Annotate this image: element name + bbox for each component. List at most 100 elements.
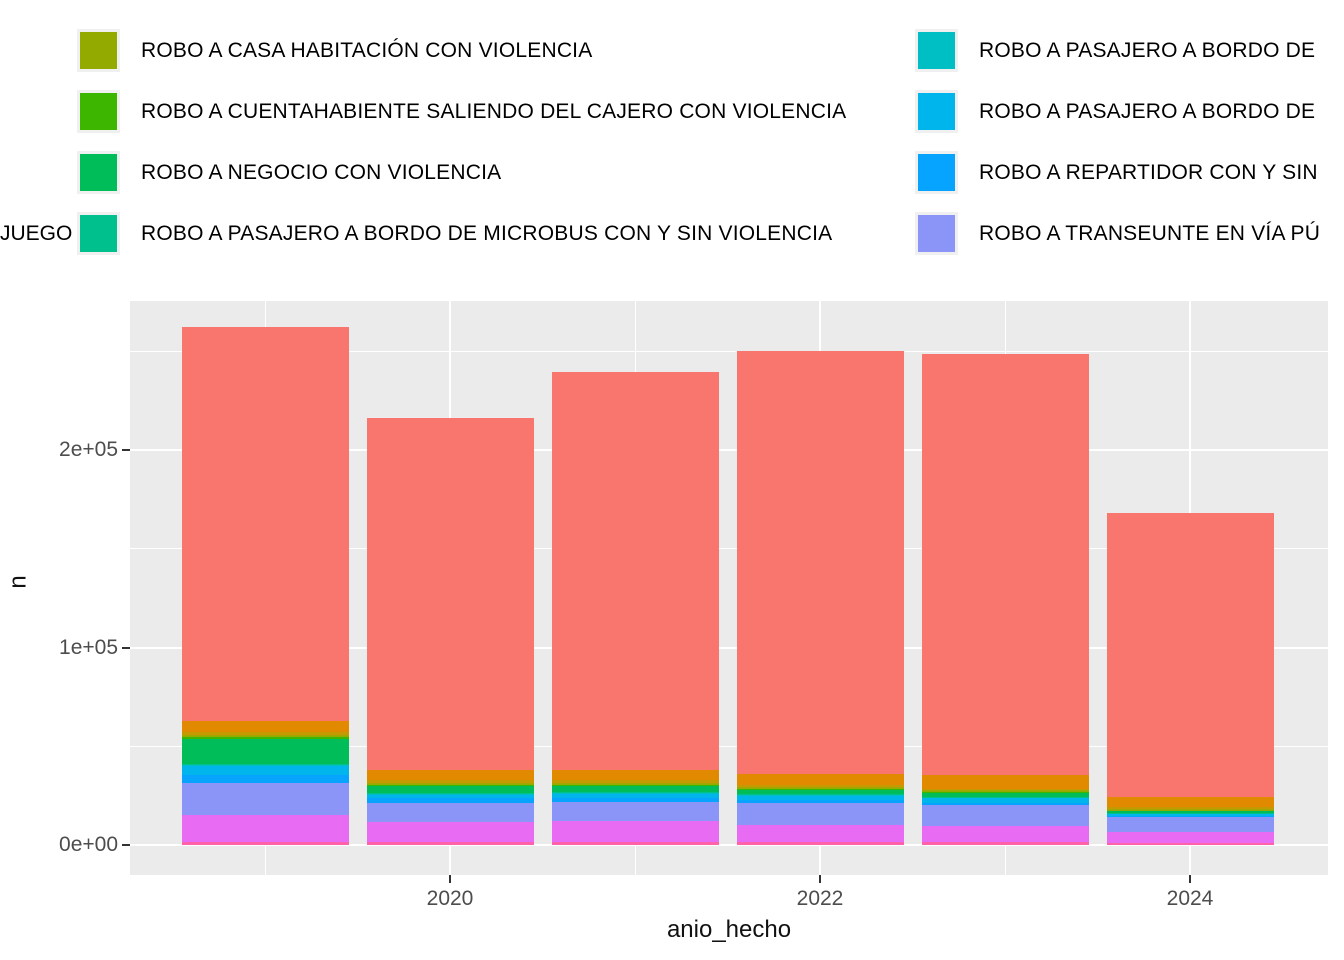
bar-segment — [366, 782, 534, 784]
bar-segment — [736, 773, 904, 786]
legend-item-label: ROBO A TRANSEUNTE EN VÍA PÚ — [979, 221, 1321, 245]
bar-segment — [366, 794, 534, 798]
legend-swatch — [80, 154, 117, 191]
bar-segment — [551, 785, 719, 793]
y-axis-tick — [122, 646, 130, 649]
bar-segment — [921, 790, 1089, 792]
bar-segment — [181, 738, 349, 764]
bar-segment — [181, 782, 349, 816]
bar-segment — [366, 802, 534, 823]
bar-segment — [366, 784, 534, 787]
x-axis-tick — [449, 875, 451, 883]
bar-segment — [736, 789, 904, 795]
gridline-major-h — [130, 844, 1328, 846]
legend-swatch — [80, 93, 117, 130]
bar-segment — [181, 842, 349, 845]
bar-segment — [921, 353, 1089, 776]
bar-segment — [736, 351, 904, 774]
bar-segment — [366, 792, 534, 794]
bar-segment — [181, 326, 349, 721]
bar-segment — [551, 784, 719, 786]
bar-segment — [551, 793, 719, 794]
x-tick-label: 2024 — [1166, 887, 1214, 910]
bar-segment — [921, 775, 1089, 789]
bar-segment — [551, 821, 719, 843]
legend-key — [77, 212, 120, 255]
bar-segment — [1106, 843, 1274, 845]
legend-item-label: ROBO A CUENTAHABIENTE SALIENDO DEL CAJER… — [141, 99, 847, 123]
y-tick-label: 1e+05 — [59, 635, 118, 659]
bar-segment — [736, 785, 904, 788]
bar-segment — [736, 803, 904, 825]
bar-segment — [366, 793, 534, 795]
bar-segment — [736, 824, 904, 843]
plot-panel — [130, 301, 1328, 875]
legend-swatch — [80, 215, 117, 252]
bar-segment — [1106, 513, 1274, 797]
bar-segment — [1106, 817, 1274, 833]
bar-segment — [1106, 797, 1274, 808]
bar-segment — [736, 795, 904, 796]
legend-key — [77, 151, 120, 194]
legend-item-label: ROBO A CASA HABITACIÓN CON VIOLENCIA — [141, 38, 593, 62]
bar-segment — [551, 792, 719, 794]
bar-segment — [551, 782, 719, 784]
gridline-minor-h — [130, 548, 1328, 550]
bar-segment — [551, 783, 719, 785]
y-axis-tick — [122, 844, 130, 846]
legend-item-label: ROBO A NEGOCIO CON VIOLENCIA — [141, 160, 502, 184]
legend-item-right: ROBO A TRANSEUNTE EN VÍA PÚ — [915, 212, 1320, 255]
bar-segment — [366, 797, 534, 803]
bar-segment — [181, 720, 349, 733]
bar-segment — [921, 788, 1089, 791]
bar-segment — [366, 822, 534, 843]
legend-key — [77, 90, 120, 133]
bar-segment — [1106, 809, 1274, 811]
y-tick-label: 0e+00 — [59, 833, 118, 856]
bar-segment — [551, 801, 719, 822]
legend-key — [915, 90, 958, 133]
legend-item-label: ROBO A REPARTIDOR CON Y SIN — [979, 160, 1318, 184]
gridline-minor-h — [130, 350, 1328, 352]
bar-segment — [1106, 810, 1274, 812]
bar-segment — [181, 735, 349, 737]
bar-segment — [551, 780, 719, 783]
bar-segment — [736, 795, 904, 801]
bar-segment — [181, 763, 349, 765]
y-axis-title: n — [4, 575, 32, 589]
legend-swatch — [918, 215, 955, 252]
legend-label-partial-left: JUEGO — [0, 222, 73, 245]
bar-segment — [551, 372, 719, 771]
bar-segment — [921, 791, 1089, 794]
legend-swatch — [918, 93, 955, 130]
legend-item-right: ROBO A REPARTIDOR CON Y SIN — [915, 151, 1318, 194]
bar-segment — [551, 770, 719, 781]
bar-segment — [1106, 807, 1274, 810]
legend-item-right: ROBO A PASAJERO A BORDO DE — [915, 29, 1315, 72]
bar-segment — [366, 780, 534, 783]
bar-segment — [181, 764, 349, 766]
bar-segment — [1106, 811, 1274, 813]
legend-item-middle: ROBO A CASA HABITACIÓN CON VIOLENCIA — [77, 29, 592, 72]
legend-swatch — [918, 154, 955, 191]
legend-swatch — [80, 32, 117, 69]
bar-segment — [181, 734, 349, 736]
legend-key — [77, 29, 120, 72]
y-axis-tick — [122, 449, 130, 451]
x-tick-label: 2020 — [426, 887, 474, 910]
legend-key — [915, 212, 958, 255]
bar-segment — [736, 787, 904, 789]
bar-segment — [921, 797, 1089, 798]
legend-item-right: ROBO A PASAJERO A BORDO DE — [915, 90, 1315, 133]
bar-segment — [366, 786, 534, 793]
legend-key — [915, 29, 958, 72]
bar-segment — [921, 796, 1089, 798]
bar-segment — [921, 805, 1089, 826]
bar-segment — [181, 775, 349, 783]
bar-segment — [736, 800, 904, 804]
bar-segment — [736, 788, 904, 790]
legend-item-middle: ROBO A CUENTAHABIENTE SALIENDO DEL CAJER… — [77, 90, 846, 133]
y-tick-label: 2e+05 — [59, 438, 118, 461]
x-axis-title: anio_hecho — [666, 916, 792, 943]
